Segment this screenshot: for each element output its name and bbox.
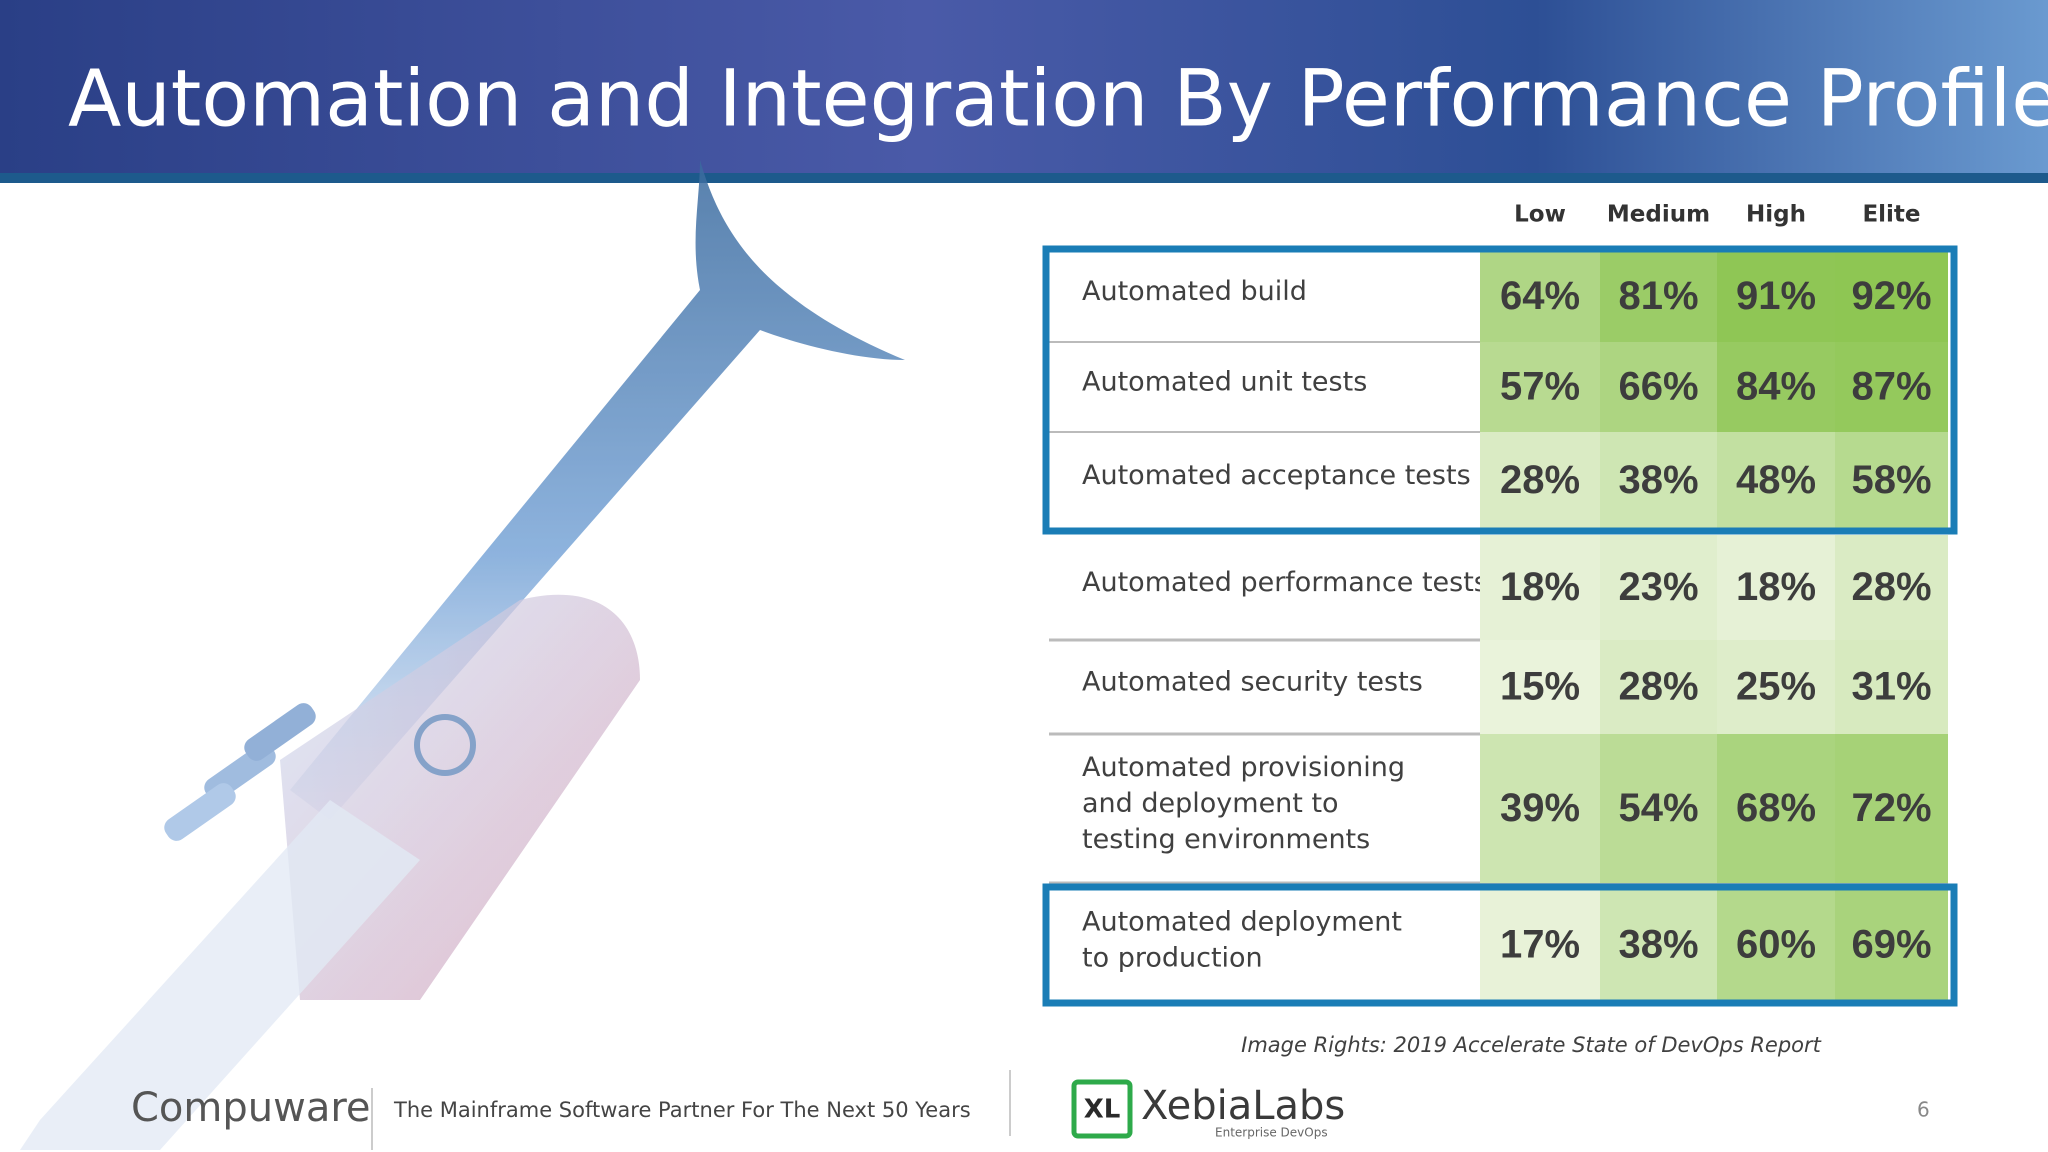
cell-value: 15% (1500, 665, 1580, 709)
cell-value: 69% (1851, 923, 1931, 967)
value-cell (1835, 432, 1948, 529)
column-header: Elite (1862, 202, 1920, 228)
cell-value: 87% (1851, 365, 1931, 409)
cell-value: 28% (1851, 565, 1931, 609)
value-cell (1717, 342, 1835, 432)
row-label: Automated provisioning (1082, 752, 1405, 783)
value-cell (1480, 342, 1600, 432)
column-header: Medium (1607, 202, 1710, 228)
cell-value: 38% (1618, 923, 1698, 967)
value-cell (1835, 640, 1948, 734)
header-band (0, 0, 2048, 176)
value-cell (1835, 535, 1948, 640)
row-label: Automated performance tests (1082, 567, 1488, 598)
cell-value: 92% (1851, 274, 1931, 318)
cell-value: 91% (1736, 274, 1816, 318)
row-label: and deployment to (1082, 788, 1339, 819)
row-label: Automated security tests (1082, 667, 1423, 698)
cell-value: 68% (1736, 786, 1816, 830)
row-label: to production (1082, 943, 1263, 974)
value-cell (1480, 640, 1600, 734)
partner-name: XebiaLabs (1141, 1083, 1345, 1129)
partner-logo-mark (1071, 1079, 1133, 1139)
cell-value: 31% (1851, 665, 1931, 709)
value-cell (1600, 432, 1717, 529)
header-rule (0, 173, 2048, 183)
row-label: Automated acceptance tests (1082, 460, 1471, 491)
highlight-box (1042, 883, 1958, 1007)
partner-logo-text: XL (1084, 1095, 1121, 1125)
page-number: 6 (1917, 1098, 1930, 1122)
row-label: testing environments (1082, 824, 1370, 855)
cell-value: 58% (1851, 458, 1931, 502)
value-cell (1717, 251, 1835, 342)
value-cell (1717, 640, 1835, 734)
value-cell (1717, 734, 1835, 883)
cell-value: 64% (1500, 274, 1580, 318)
tagline: The Mainframe Software Partner For The N… (393, 1098, 971, 1122)
value-cell (1717, 535, 1835, 640)
cell-value: 38% (1618, 458, 1698, 502)
slide-title: Automation and Integration By Performanc… (68, 54, 2048, 144)
row-label: Automated deployment (1082, 907, 1402, 938)
cell-value: 48% (1736, 458, 1816, 502)
column-header: Low (1514, 202, 1566, 228)
cell-value: 17% (1500, 923, 1580, 967)
value-cell (1717, 432, 1835, 529)
value-cell (1835, 342, 1948, 432)
value-cell (1480, 251, 1600, 342)
cell-value: 72% (1851, 786, 1931, 830)
value-cell (1600, 734, 1717, 883)
value-cell (1480, 734, 1600, 883)
data-table: Low Medium High Elite Automated build 64% 81% 9… (1049, 202, 1948, 1002)
cell-value: 81% (1618, 274, 1698, 318)
cell-value: 18% (1500, 565, 1580, 609)
cell-value: 84% (1736, 365, 1816, 409)
cell-value: 54% (1618, 786, 1698, 830)
cell-value: 39% (1500, 786, 1580, 830)
cell-value: 28% (1500, 458, 1580, 502)
column-header: High (1746, 202, 1806, 228)
cell-value: 57% (1500, 365, 1580, 409)
company-logo: Compuware (131, 1085, 371, 1131)
row-label: Automated unit tests (1082, 367, 1367, 398)
value-cell (1600, 342, 1717, 432)
cell-value: 25% (1736, 665, 1816, 709)
value-cell (1480, 432, 1600, 529)
value-cell (1480, 535, 1600, 640)
image-caption: Image Rights: 2019 Accelerate State of D… (1241, 1033, 1822, 1057)
value-cell (1480, 888, 1600, 1002)
value-cell (1600, 640, 1717, 734)
value-cell (1600, 888, 1717, 1002)
value-cell (1835, 251, 1948, 342)
cell-value: 60% (1736, 923, 1816, 967)
row-label: Automated build (1082, 276, 1307, 307)
cell-value: 66% (1618, 365, 1698, 409)
value-cell (1600, 535, 1717, 640)
cell-value: 28% (1618, 665, 1698, 709)
trumpet-illustration (20, 160, 905, 1150)
cell-value: 23% (1618, 565, 1698, 609)
cell-value: 18% (1736, 565, 1816, 609)
value-cell (1600, 251, 1717, 342)
highlight-box (1042, 245, 1958, 535)
partner-subtitle: Enterprise DevOps (1215, 1126, 1328, 1140)
value-cell (1835, 734, 1948, 883)
value-cell (1835, 888, 1948, 1002)
value-cell (1717, 888, 1835, 1002)
